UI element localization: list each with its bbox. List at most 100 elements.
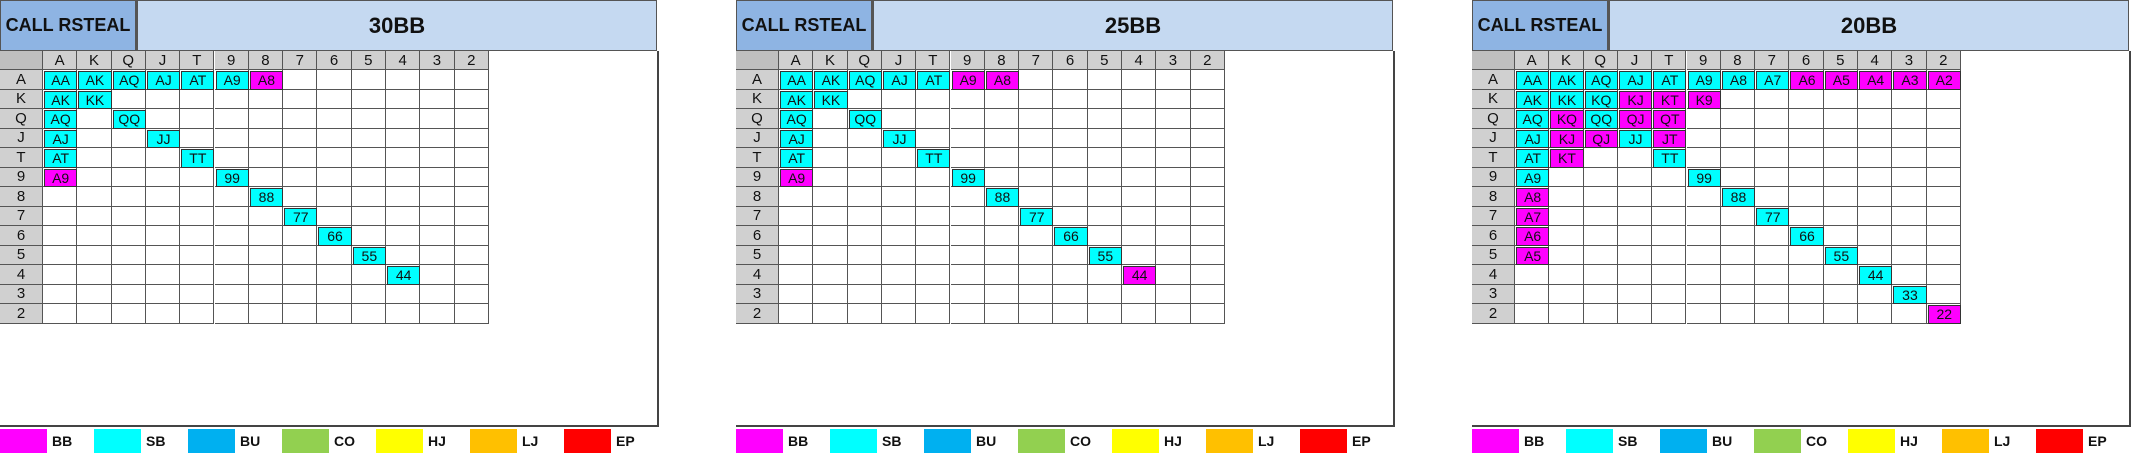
matrix-cell: [1053, 304, 1088, 324]
row-header-6: 6: [0, 226, 43, 246]
legend-item-HJ: HJ: [1848, 427, 1918, 455]
matrix-cell: [420, 148, 455, 168]
matrix-cell: [1823, 109, 1858, 129]
matrix-cell: [283, 187, 318, 207]
matrix-cell: [1156, 89, 1191, 109]
legend-label: CO: [1806, 433, 1827, 449]
hand-cell-A6: A6: [1790, 71, 1824, 90]
matrix-cell: [111, 167, 146, 187]
matrix-cell: [386, 284, 421, 304]
hand-cell-AJ: AJ: [780, 129, 814, 148]
matrix-cell: [317, 206, 352, 226]
legend: BB SB BU CO HJ LJ EP: [1472, 427, 2131, 455]
matrix-cell: [1053, 89, 1088, 109]
matrix-cell: [351, 167, 386, 187]
matrix-cell: [1892, 128, 1927, 148]
matrix-cell: [1617, 206, 1653, 226]
matrix-cell: [1549, 226, 1584, 246]
matrix-cell: [386, 226, 421, 246]
row-header-J: J: [1472, 128, 1515, 148]
matrix-cell: [43, 304, 78, 324]
column-header-2: 2: [454, 51, 489, 70]
hand-cell-77: 77: [1756, 207, 1790, 226]
matrix-cell: [145, 265, 181, 285]
matrix-cell: [779, 226, 814, 246]
column-header-K: K: [77, 51, 112, 70]
matrix-cell: [1087, 70, 1122, 90]
matrix-cell: [111, 245, 146, 265]
matrix-cell: [351, 206, 386, 226]
matrix-cell: [1823, 89, 1858, 109]
matrix-cell: [214, 265, 249, 285]
matrix-cell: [283, 148, 318, 168]
matrix-cell: [180, 284, 215, 304]
legend-swatch: [282, 429, 329, 453]
row-header-9: 9: [736, 167, 779, 187]
matrix-cell: [180, 226, 215, 246]
matrix-cell: [248, 304, 284, 324]
matrix-cell: [283, 304, 318, 324]
matrix-cell: [1789, 245, 1824, 265]
matrix-cell: [1823, 148, 1858, 168]
matrix-cell: [1190, 70, 1225, 90]
matrix-cell: [1755, 226, 1790, 246]
legend-label: EP: [616, 433, 635, 449]
column-header-6: 6: [317, 51, 352, 70]
matrix-cell: [1087, 206, 1122, 226]
hand-cell-AT: AT: [1516, 149, 1550, 168]
matrix-cell: [77, 226, 112, 246]
matrix-cell: [248, 167, 284, 187]
matrix-cell: [881, 226, 917, 246]
hand-cell-AJ: AJ: [882, 71, 917, 90]
legend-swatch: [188, 429, 235, 453]
row-header-A: A: [0, 70, 43, 90]
hand-cell-KT: KT: [1653, 90, 1687, 109]
matrix-cell: [1789, 187, 1824, 207]
matrix-cell: [386, 89, 421, 109]
matrix-cell: [248, 265, 284, 285]
matrix-cell: [1652, 167, 1687, 187]
matrix-corner: [0, 51, 43, 70]
matrix-cell: [1617, 226, 1653, 246]
row-header-J: J: [0, 128, 43, 148]
matrix-cell: [317, 304, 352, 324]
hand-cell-A3: A3: [1893, 71, 1927, 90]
hand-cell-QJ: QJ: [1618, 110, 1653, 129]
matrix-cell: [1720, 304, 1756, 324]
matrix-cell: [813, 226, 848, 246]
column-header-9: 9: [950, 51, 985, 70]
legend-swatch: [1206, 429, 1253, 453]
column-header-9: 9: [214, 51, 249, 70]
matrix-cell: [916, 128, 951, 148]
hand-cell-JJ: JJ: [1618, 129, 1653, 148]
matrix-cell: [317, 148, 352, 168]
hand-cell-KQ: KQ: [1584, 90, 1618, 109]
matrix-cell: [214, 187, 249, 207]
hand-cell-66: 66: [1790, 227, 1824, 246]
matrix-cell: [881, 265, 917, 285]
matrix-cell: [145, 226, 181, 246]
matrix-cell: [1755, 284, 1790, 304]
hand-cell-KK: KK: [78, 90, 112, 109]
matrix-cell: [283, 265, 318, 285]
legend-swatch: [0, 429, 47, 453]
matrix-cell: [248, 148, 284, 168]
legend-label: SB: [882, 433, 902, 449]
matrix-cell: [847, 89, 882, 109]
matrix-cell: [77, 284, 112, 304]
matrix-cell: [881, 187, 917, 207]
matrix-cell: [1053, 265, 1088, 285]
matrix-cell: [1789, 265, 1824, 285]
matrix-cell: [1019, 187, 1054, 207]
legend-item-BB: BB: [736, 427, 808, 455]
row-header-8: 8: [736, 187, 779, 207]
matrix-cell: [77, 128, 112, 148]
matrix-cell: [1617, 245, 1653, 265]
action-title: CALL RSTEAL: [0, 0, 136, 51]
matrix-cell: [1858, 245, 1893, 265]
legend-label: LJ: [1994, 433, 2011, 449]
matrix-cell: [214, 284, 249, 304]
matrix-cell: [1122, 167, 1157, 187]
row-header-7: 7: [1472, 206, 1515, 226]
hand-cell-KJ: KJ: [1550, 129, 1584, 148]
